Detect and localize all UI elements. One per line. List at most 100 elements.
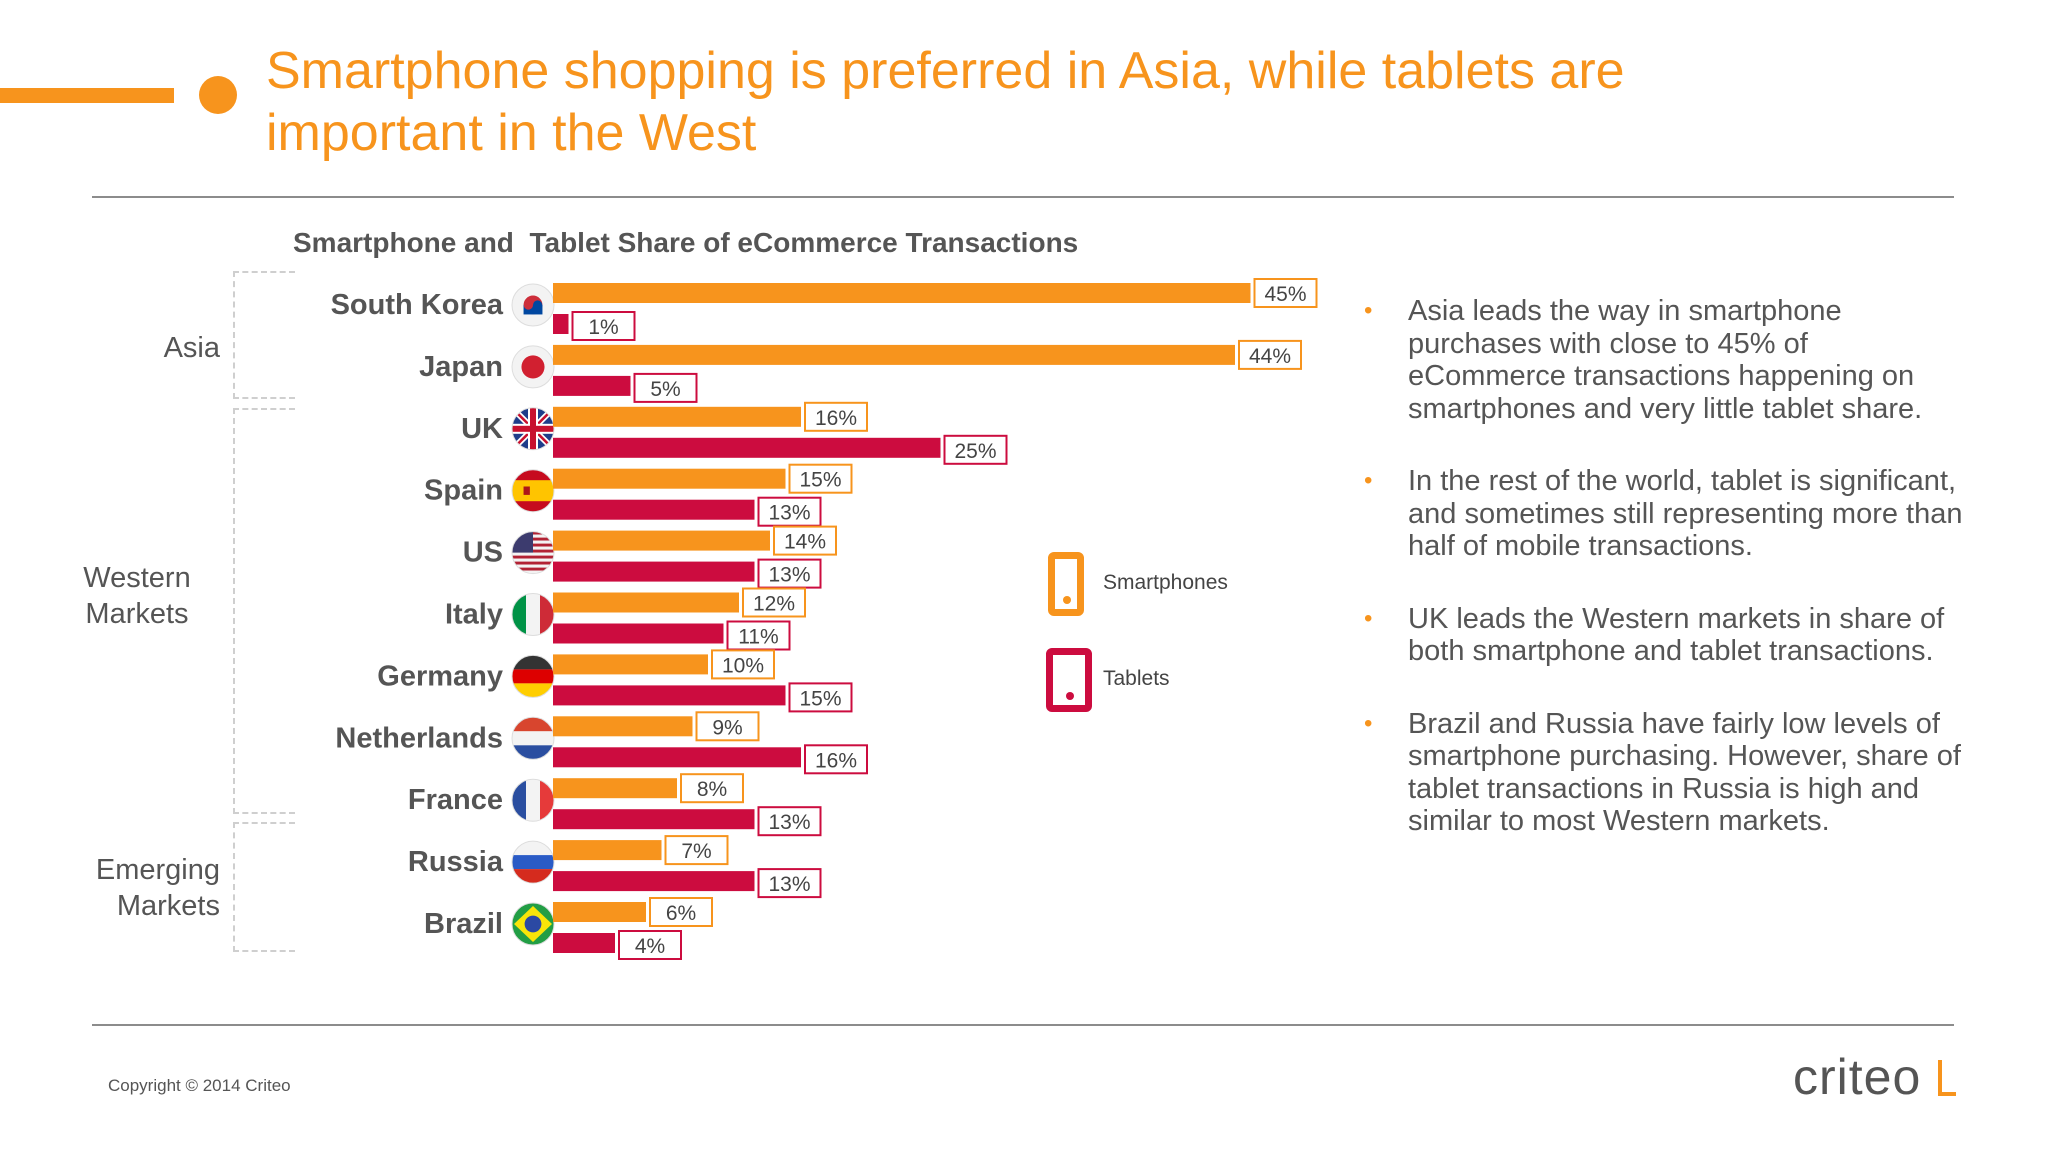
tablet-bar	[553, 685, 786, 706]
smartphone-value-label: 16%	[815, 407, 857, 430]
tablet-bar	[553, 623, 724, 644]
smartphone-value-label: 8%	[697, 778, 727, 801]
tablet-value-label: 16%	[815, 749, 857, 772]
group-label-asia: Asia	[163, 332, 220, 364]
tablet-value-box	[788, 682, 853, 713]
insights-list: • Asia leads the way in smartphone purcha…	[1364, 295, 1964, 878]
smartphone-value-box	[773, 525, 837, 556]
flag-us-icon	[511, 531, 555, 575]
tablet-icon	[1046, 648, 1092, 712]
group-label-western: Western Markets	[83, 562, 191, 630]
smartphone-value-label: 44%	[1249, 345, 1291, 368]
smartphone-value-box	[695, 711, 760, 742]
country-label: US	[463, 537, 503, 569]
tablet-value-box	[757, 868, 822, 899]
flag-italy-icon	[511, 593, 555, 636]
bullet-item: • Asia leads the way in smartphone purcha…	[1364, 295, 1923, 425]
bullet-item: • UK leads the Western markets in share o…	[1364, 602, 1945, 668]
smartphone-bar	[553, 468, 786, 489]
country-label: Italy	[445, 599, 503, 631]
smartphone-value-label: 6%	[666, 902, 696, 925]
flag-south-korea-icon	[511, 283, 555, 327]
criteo-logo: criteo	[1793, 1049, 1922, 1105]
smartphone-value-box	[1253, 278, 1318, 308]
tablet-value-box	[757, 806, 822, 837]
bullet-item: • Brazil and Russia have fairly low level…	[1364, 707, 1961, 838]
country-label: Russia	[408, 846, 504, 878]
smartphone-bar	[553, 716, 693, 737]
tablet-value-label: 4%	[635, 935, 665, 958]
bottom-divider	[92, 1024, 1954, 1026]
tablet-value-box	[804, 744, 868, 775]
flag-spain-icon	[511, 469, 555, 513]
tablet-value-label: 11%	[738, 626, 778, 649]
tablet-value-box	[618, 930, 682, 960]
country-label: Netherlands	[335, 722, 503, 754]
accent-dot	[199, 76, 237, 114]
top-divider	[92, 196, 1954, 198]
smartphone-value-label: 14%	[784, 531, 826, 554]
smartphone-bar	[553, 344, 1235, 365]
bullet-dot: •	[1364, 467, 1373, 494]
tablet-value-box	[571, 311, 636, 341]
tablet-bar	[553, 437, 941, 458]
chart-title: Smartphone and Tablet Share of eCommerce…	[293, 227, 1079, 258]
smartphone-value-box	[804, 401, 868, 432]
accent-line	[0, 88, 174, 103]
smartphone-icon	[1048, 552, 1084, 616]
country-label: UK	[461, 413, 503, 445]
tablet-value-label: 15%	[799, 687, 841, 710]
tablet-value-label: 5%	[650, 378, 680, 401]
asia-bracket	[233, 271, 295, 399]
western-bracket	[233, 408, 295, 814]
smartphone-bar	[553, 654, 708, 675]
smartphone-value-label: 9%	[712, 716, 742, 739]
flag-netherlands-icon	[511, 716, 555, 760]
bullet-item: • In the rest of the world, tablet is sig…	[1364, 465, 1963, 562]
smartphone-bar	[553, 592, 739, 613]
country-label: Spain	[424, 475, 503, 507]
smartphone-value-label: 45%	[1264, 283, 1306, 306]
tablet-bar	[553, 375, 631, 396]
smartphone-value-box	[788, 463, 853, 494]
tablet-bar	[553, 314, 569, 334]
flag-france-icon	[511, 778, 555, 822]
smartphone-value-label: 10%	[722, 654, 764, 677]
country-label: Brazil	[424, 908, 503, 940]
smartphone-value-box	[1238, 339, 1302, 370]
page-title: Smartphone shopping is preferred in Asia…	[266, 42, 1625, 162]
legend-label-tablets: Tablets	[1103, 667, 1170, 690]
tablet-value-label: 13%	[768, 873, 810, 896]
tablet-value-box	[726, 620, 791, 651]
smartphone-value-box	[680, 773, 744, 804]
tablet-bar	[553, 871, 755, 892]
smartphone-value-label: 7%	[681, 840, 711, 863]
smartphone-bar	[553, 283, 1251, 303]
group-label-emerging: Emerging Markets	[95, 854, 220, 922]
smartphone-value-label: 15%	[799, 469, 841, 492]
smartphone-value-box	[649, 897, 713, 927]
tablet-value-box	[943, 434, 1008, 465]
tablet-value-label: 13%	[768, 811, 810, 834]
flag-uk-icon	[511, 407, 555, 451]
tablet-bar	[553, 809, 755, 830]
smartphone-value-box	[711, 649, 775, 680]
smartphone-bar	[553, 530, 770, 551]
tablet-value-box	[633, 372, 698, 403]
smartphone-bar	[553, 902, 646, 922]
flag-brazil-icon	[511, 902, 555, 946]
smartphone-bar	[553, 778, 677, 799]
tablet-bar	[553, 561, 755, 582]
tablet-value-label: 25%	[954, 440, 996, 463]
country-label: Germany	[377, 660, 503, 692]
copyright: Copyright © 2014 Criteo	[108, 1076, 291, 1095]
tablet-value-label: 13%	[768, 502, 810, 525]
bullet-dot: •	[1364, 709, 1373, 737]
smartphone-bar	[553, 840, 662, 861]
tablet-value-label: 13%	[768, 564, 810, 587]
bullet-dot: •	[1364, 604, 1373, 632]
bullet-dot: •	[1364, 297, 1373, 324]
tablet-value-label: 1%	[588, 316, 618, 339]
country-label: South Korea	[331, 289, 504, 321]
